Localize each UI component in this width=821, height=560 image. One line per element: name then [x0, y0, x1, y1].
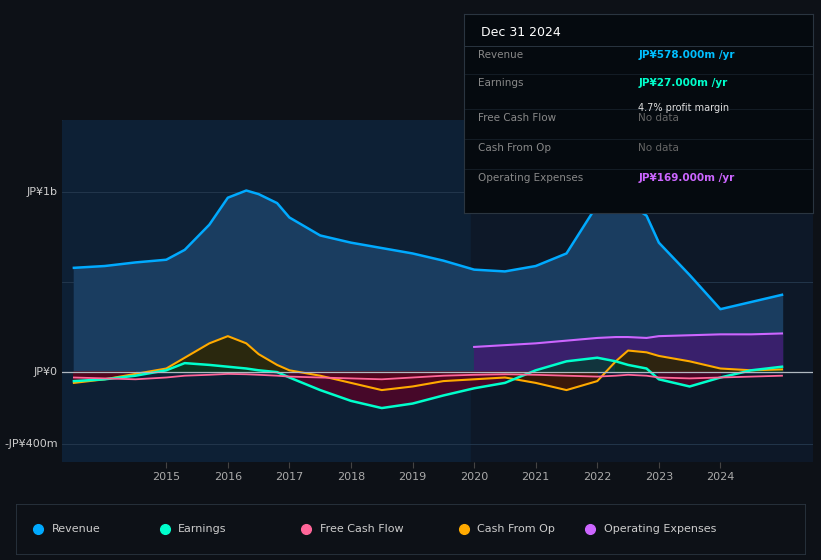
Text: JP¥578.000m /yr: JP¥578.000m /yr — [639, 50, 735, 60]
Text: Free Cash Flow: Free Cash Flow — [320, 524, 403, 534]
Text: Cash From Op: Cash From Op — [478, 143, 551, 153]
Text: 4.7% profit margin: 4.7% profit margin — [639, 104, 729, 114]
Text: Free Cash Flow: Free Cash Flow — [478, 113, 556, 123]
Text: Operating Expenses: Operating Expenses — [603, 524, 716, 534]
Text: -JP¥400m: -JP¥400m — [4, 439, 57, 449]
Text: Earnings: Earnings — [178, 524, 227, 534]
Bar — [471, 120, 813, 462]
Text: Cash From Op: Cash From Op — [478, 524, 555, 534]
Text: Dec 31 2024: Dec 31 2024 — [481, 26, 561, 39]
Text: JP¥1b: JP¥1b — [27, 187, 57, 197]
Text: Operating Expenses: Operating Expenses — [478, 173, 583, 183]
Text: Revenue: Revenue — [52, 524, 101, 534]
Text: No data: No data — [639, 113, 679, 123]
Text: JP¥0: JP¥0 — [34, 367, 57, 377]
Text: JP¥27.000m /yr: JP¥27.000m /yr — [639, 78, 727, 87]
Text: Earnings: Earnings — [478, 78, 523, 87]
Bar — [62, 120, 471, 462]
Text: No data: No data — [639, 143, 679, 153]
Text: Revenue: Revenue — [478, 50, 523, 60]
Text: JP¥169.000m /yr: JP¥169.000m /yr — [639, 173, 735, 183]
